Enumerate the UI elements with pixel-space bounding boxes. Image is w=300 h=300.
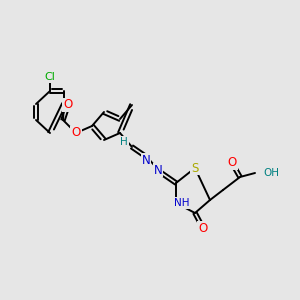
Text: Cl: Cl [45, 72, 56, 82]
Text: O: O [198, 221, 208, 235]
Text: H: H [120, 137, 128, 147]
Text: S: S [191, 161, 199, 175]
Text: N: N [142, 154, 150, 166]
Text: NH: NH [174, 198, 190, 208]
Text: O: O [227, 157, 237, 169]
Text: O: O [63, 98, 73, 112]
Text: OH: OH [263, 168, 279, 178]
Text: O: O [71, 127, 81, 140]
Text: N: N [154, 164, 162, 176]
